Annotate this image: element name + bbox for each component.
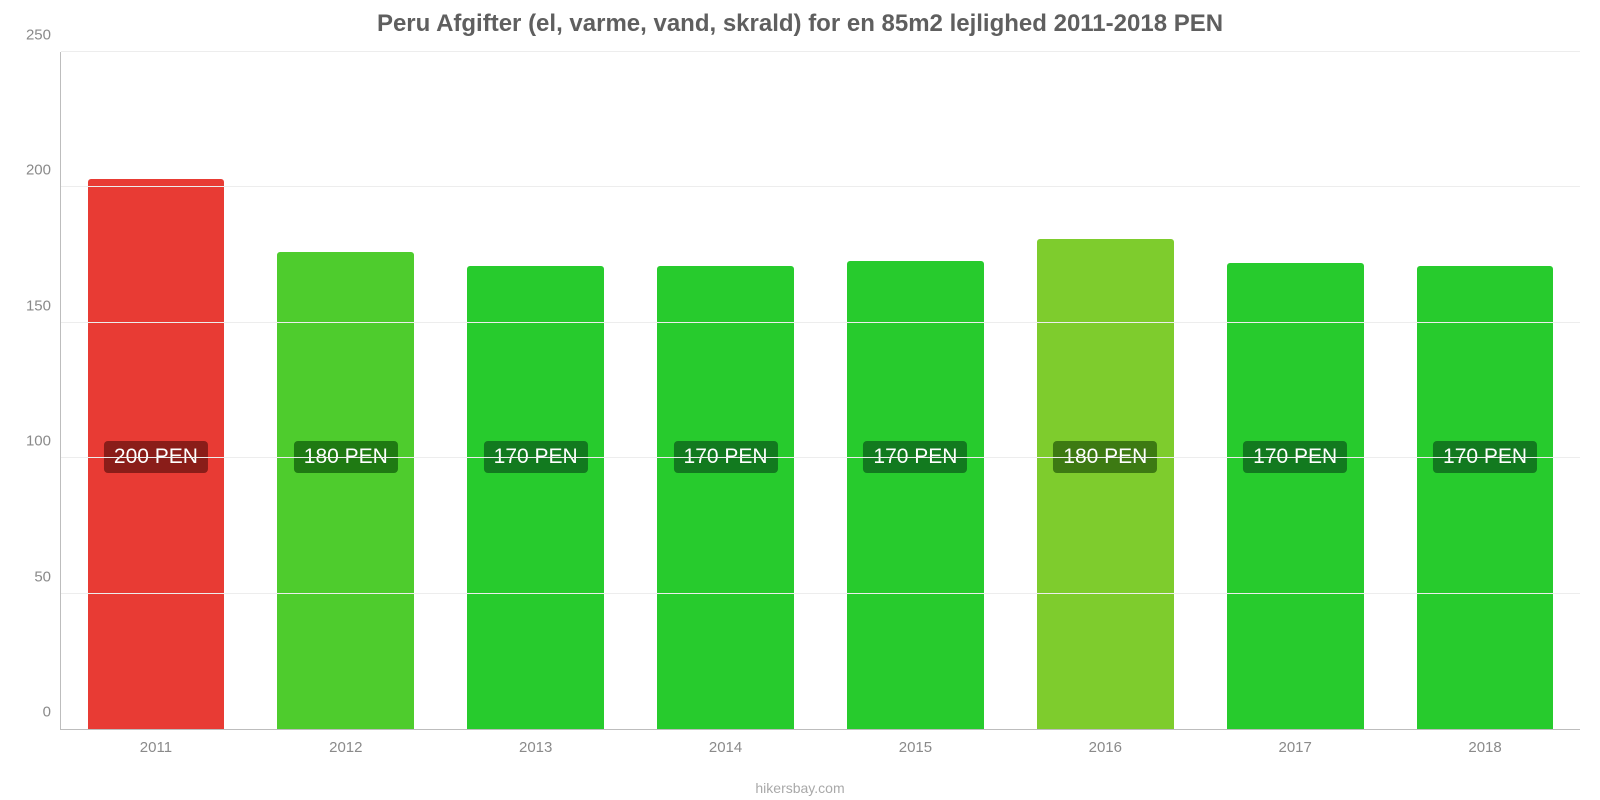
bar-slot: 170 PEN2013 xyxy=(441,52,631,729)
bar-slot: 170 PEN2017 xyxy=(1200,52,1390,729)
bar: 170 PEN xyxy=(467,266,604,729)
y-tick-label: 50 xyxy=(11,568,61,585)
y-tick-label: 0 xyxy=(11,704,61,721)
x-tick-label: 2015 xyxy=(899,729,932,756)
bar: 170 PEN xyxy=(847,261,984,729)
plot-area: 200 PEN2011180 PEN2012170 PEN2013170 PEN… xyxy=(60,52,1580,730)
bar-slot: 170 PEN2018 xyxy=(1390,52,1580,729)
y-tick-label: 250 xyxy=(11,27,61,44)
bar: 170 PEN xyxy=(1417,266,1554,729)
bars-group: 200 PEN2011180 PEN2012170 PEN2013170 PEN… xyxy=(61,52,1580,729)
x-tick-label: 2018 xyxy=(1468,729,1501,756)
chart-title: Peru Afgifter (el, varme, vand, skrald) … xyxy=(0,0,1600,38)
bar-slot: 170 PEN2015 xyxy=(821,52,1011,729)
bar: 200 PEN xyxy=(88,179,225,729)
x-tick-label: 2011 xyxy=(140,729,172,756)
bar: 170 PEN xyxy=(1227,263,1364,729)
bar-slot: 180 PEN2012 xyxy=(251,52,441,729)
footer-credit: hikersbay.com xyxy=(0,780,1600,796)
x-tick-label: 2017 xyxy=(1279,729,1312,756)
gridline xyxy=(61,186,1580,187)
bar: 180 PEN xyxy=(1037,239,1174,729)
bar-slot: 170 PEN2014 xyxy=(631,52,821,729)
x-tick-label: 2013 xyxy=(519,729,552,756)
gridline xyxy=(61,457,1580,458)
x-tick-label: 2014 xyxy=(709,729,742,756)
chart-container: Peru Afgifter (el, varme, vand, skrald) … xyxy=(0,0,1600,800)
bar: 180 PEN xyxy=(277,252,414,729)
y-tick-label: 200 xyxy=(11,162,61,179)
gridline xyxy=(61,51,1580,52)
gridline xyxy=(61,593,1580,594)
x-tick-label: 2016 xyxy=(1089,729,1122,756)
y-tick-label: 100 xyxy=(11,433,61,450)
y-tick-label: 150 xyxy=(11,297,61,314)
gridline xyxy=(61,322,1580,323)
bar-slot: 180 PEN2016 xyxy=(1010,52,1200,729)
x-tick-label: 2012 xyxy=(329,729,362,756)
bar-slot: 200 PEN2011 xyxy=(61,52,251,729)
bar: 170 PEN xyxy=(657,266,794,729)
